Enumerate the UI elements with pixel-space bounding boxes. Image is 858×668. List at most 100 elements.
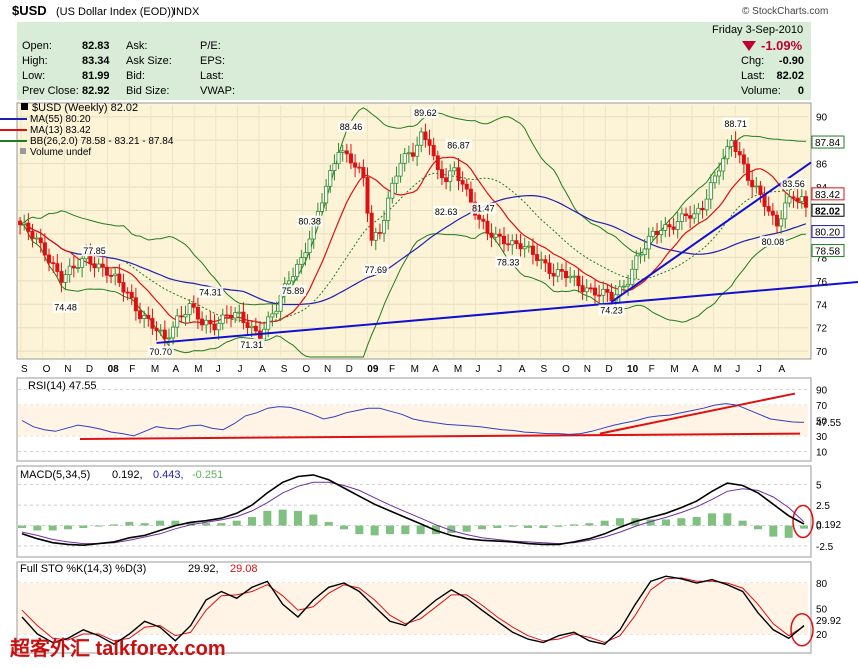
candle-body (667, 224, 672, 228)
prev-close-value: 82.92 (82, 85, 110, 97)
candle-body (671, 226, 676, 230)
quote-left: Open: 82.83 High: 83.34 Low: 81.99 Prev … (22, 40, 235, 97)
legend-volume: Volume undef (30, 147, 91, 158)
candle-body (506, 243, 511, 246)
panel-tick: 70 (816, 401, 828, 412)
legend-ma13: MA(13) 83.42 (30, 125, 91, 136)
candle-body (204, 319, 209, 326)
candle-body (245, 322, 250, 329)
macd-histogram-bar (401, 525, 410, 535)
candle-body (518, 243, 523, 250)
point-label: 75.89 (282, 286, 305, 296)
candle-body (675, 221, 680, 230)
candle-body (659, 229, 664, 236)
price-tick: 76 (816, 277, 828, 288)
candle-body (766, 206, 771, 212)
candle-body (439, 169, 444, 179)
candle-body (162, 329, 167, 340)
price-tick: 78 (816, 253, 828, 264)
point-label-bg (598, 304, 625, 316)
candle-body (195, 306, 200, 320)
panel-tick: 10 (816, 447, 828, 458)
candle-body (497, 233, 502, 237)
x-tick: O (302, 364, 310, 375)
macd-histogram-bar (386, 525, 394, 535)
macd-histogram-bar (677, 518, 686, 526)
prev-close-label: Prev Close: (22, 85, 79, 97)
macd-histogram-bar (585, 523, 594, 526)
x-tick: F (649, 364, 655, 375)
support-trendline (156, 280, 858, 344)
x-tick: A (779, 364, 786, 375)
ask-size-label: Ask Size: (126, 55, 172, 67)
macd-histogram-bar (570, 524, 578, 526)
sto-highlight-circle (790, 613, 814, 647)
x-axis: S O N D 08 F M A M J J A S O N D 09 F M A M J J A S O N D 10 F M A M J J A (21, 364, 786, 375)
macd-histogram-bar (355, 525, 364, 535)
value-tag (811, 203, 845, 217)
candle-body (340, 150, 345, 153)
rsi-line (21, 403, 805, 437)
chg-label: Chg: (741, 55, 764, 67)
candle-body (431, 145, 436, 157)
macd-histogram-bar (600, 520, 609, 526)
rsi-plot: 10 30 50 70 90 47.55 (18, 386, 841, 458)
macd-legend: MACD(5,34,5) 0.192, 0.443, -0.251 (20, 469, 223, 481)
candle-body (630, 268, 635, 285)
bb-upper-line (19, 107, 806, 306)
panel-tick: 0 (816, 522, 822, 533)
quote-box (17, 22, 811, 100)
x-tick: M (454, 364, 462, 375)
candle-body (642, 248, 647, 256)
candle-body (617, 286, 622, 296)
candle-body (646, 235, 651, 250)
candle-body (543, 259, 548, 264)
quote-right: Friday 3-Sep-2010 -1.09% Chg: -0.90 Last… (712, 24, 804, 97)
point-label: 77.69 (365, 265, 388, 275)
candle-body (266, 316, 271, 330)
high-label: High: (22, 55, 48, 67)
bid-size-label: Bid Size: (126, 85, 169, 97)
candle-body (249, 325, 254, 329)
candle-body (721, 158, 726, 172)
point-label: 74.31 (199, 288, 222, 298)
macd-histogram-bar (171, 520, 180, 526)
candle-body (795, 197, 800, 202)
symbol-name: (US Dollar Index (EOD)) (56, 6, 175, 18)
x-tick: O (562, 364, 570, 375)
candle-body (725, 146, 730, 160)
candle-body (609, 291, 614, 302)
candle-body (138, 310, 143, 320)
x-tick: J (497, 364, 502, 375)
legend-price: $USD (Weekly) 82.02 (32, 102, 138, 114)
candle-body (510, 240, 515, 246)
candle-body (572, 275, 577, 278)
candle-body (382, 220, 387, 234)
candle-body (696, 207, 701, 215)
macd-histogram-bar (125, 521, 134, 526)
candle-body (514, 240, 519, 245)
sto-d-line (21, 577, 805, 644)
candle-body (597, 294, 602, 297)
candle-body (460, 180, 465, 185)
candle-body (113, 273, 118, 277)
macd-histogram-bar (324, 521, 333, 526)
candle-body (22, 222, 27, 225)
x-tick: J (476, 364, 481, 375)
candle-body (406, 152, 411, 155)
macd-histogram-bar (340, 525, 348, 530)
macd-histogram-bar (416, 525, 425, 535)
volume-label: Volume: (741, 85, 781, 97)
macd-histogram-bar (738, 520, 747, 526)
value-tag (811, 225, 845, 239)
candle-body (291, 276, 296, 282)
candle-body (650, 230, 655, 237)
candle-body (803, 196, 808, 208)
candle-body (539, 259, 544, 262)
panel-tick: 50 (816, 417, 828, 428)
point-label-bg (780, 178, 807, 190)
volume-value: 0 (798, 85, 804, 97)
candle-body (150, 318, 155, 329)
candle-body (634, 255, 639, 270)
